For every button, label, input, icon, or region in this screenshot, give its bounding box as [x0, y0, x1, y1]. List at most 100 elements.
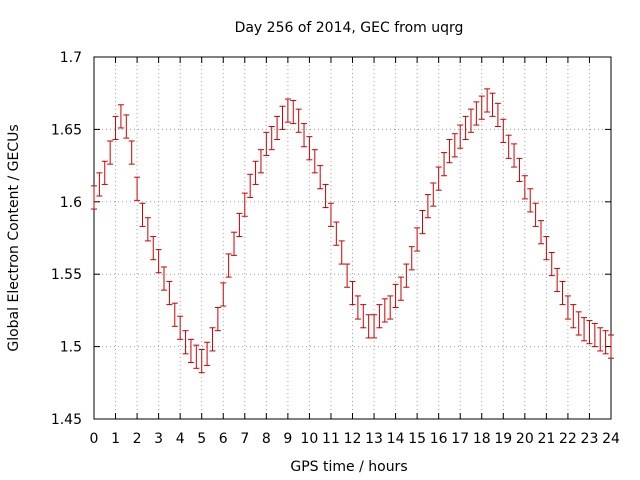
- error-bar-point: [193, 344, 200, 369]
- error-bar-point: [220, 282, 227, 307]
- error-bar-point: [317, 165, 324, 190]
- error-bar-point: [177, 315, 184, 340]
- error-bar-point: [161, 266, 168, 291]
- error-bar-point: [430, 182, 437, 207]
- x-tick-label: 22: [559, 431, 577, 447]
- error-bar-point: [295, 108, 302, 133]
- error-bar-point: [338, 240, 345, 265]
- error-bar-point: [564, 295, 571, 320]
- error-bar-point: [344, 263, 351, 288]
- error-bar-point: [597, 327, 604, 352]
- error-bar-point: [575, 311, 582, 336]
- error-bar-point: [392, 283, 399, 309]
- grid: [94, 57, 611, 419]
- error-bar-point: [403, 263, 410, 288]
- error-bar-point: [484, 88, 491, 113]
- y-tick-label: 1.5: [60, 340, 82, 356]
- error-bar-point: [117, 104, 124, 129]
- x-tick-label: 11: [322, 431, 340, 447]
- x-tick-label: 5: [197, 431, 206, 447]
- error-bar-point: [494, 102, 501, 128]
- error-bar-point: [414, 227, 421, 252]
- error-bar-point: [397, 276, 404, 301]
- x-tick-label: 0: [90, 431, 99, 447]
- error-bar-point: [263, 131, 270, 156]
- x-tick-label: 21: [537, 431, 555, 447]
- error-bar-point: [182, 330, 189, 355]
- axis-ticks: 0 1 2 3 4 5 6 7 8 9 10 11 12 13 14 15 16 17 18 19 20 21 22 23 24…: [51, 50, 620, 447]
- x-tick-label: 4: [176, 431, 185, 447]
- error-bar-point: [139, 202, 146, 227]
- error-bar-point: [268, 126, 275, 151]
- error-bar-point: [204, 341, 211, 366]
- error-bar-point: [231, 231, 238, 256]
- x-tick-label: 7: [240, 431, 249, 447]
- error-bar-point: [554, 267, 561, 293]
- error-bar-point: [608, 334, 614, 359]
- error-bar-point: [446, 139, 453, 164]
- error-bar-point: [198, 348, 205, 374]
- x-tick-label: 12: [344, 431, 362, 447]
- error-bar-point: [376, 304, 383, 329]
- error-bar-point: [516, 157, 523, 183]
- error-bar-point: [155, 249, 162, 274]
- error-bar-point: [112, 115, 119, 141]
- error-bar-point: [91, 185, 97, 210]
- error-bar-point: [327, 202, 334, 227]
- error-bar-point: [387, 295, 394, 320]
- error-bar-point: [301, 123, 308, 148]
- error-bar-point: [134, 176, 141, 201]
- error-bar-point: [166, 280, 173, 306]
- x-tick-label: 19: [494, 431, 512, 447]
- x-tick-label: 1: [111, 431, 120, 447]
- error-bar-point: [144, 217, 151, 242]
- chart-title: Day 256 of 2014, GEC from uqrg: [235, 20, 464, 36]
- error-bar-point: [209, 327, 216, 352]
- y-axis-label: Global Electron Content / GECUs: [6, 124, 22, 351]
- error-bar-point: [322, 183, 329, 209]
- error-bar-point: [602, 330, 609, 355]
- y-tick-label: 1.65: [51, 122, 82, 138]
- error-bar-point: [441, 152, 448, 177]
- error-bar-point: [505, 134, 512, 159]
- error-bar-point: [537, 220, 544, 245]
- error-bar-point: [128, 140, 135, 165]
- x-tick-label: 16: [430, 431, 448, 447]
- error-bar-point: [107, 140, 114, 165]
- error-bar-point: [96, 172, 103, 197]
- x-tick-label: 24: [602, 431, 620, 447]
- error-bar-point: [527, 188, 534, 213]
- x-tick-label: 6: [219, 431, 228, 447]
- x-tick-label: 20: [516, 431, 534, 447]
- error-bar-point: [591, 322, 598, 348]
- y-tick-label: 1.7: [60, 50, 82, 66]
- x-axis-label: GPS time / hours: [290, 459, 407, 475]
- x-tick-label: 23: [581, 431, 599, 447]
- error-bar-point: [570, 304, 577, 329]
- y-tick-label: 1.6: [60, 195, 82, 211]
- error-bar-point: [150, 236, 157, 261]
- x-tick-label: 3: [154, 431, 163, 447]
- error-bar-point: [333, 221, 340, 246]
- error-bar-point: [473, 101, 480, 126]
- x-tick-label: 18: [473, 431, 491, 447]
- error-bar-point: [408, 246, 415, 271]
- error-bar-point: [284, 98, 291, 123]
- error-bar-point: [489, 92, 496, 117]
- error-bar-point: [548, 251, 555, 277]
- error-bar-point: [419, 209, 426, 235]
- error-bar-point: [424, 194, 431, 219]
- error-bar-point: [101, 160, 108, 185]
- x-tick-label: 8: [262, 431, 271, 447]
- error-bar-point: [543, 236, 550, 261]
- data-series: [91, 88, 614, 374]
- error-bar-point: [457, 124, 464, 149]
- error-bar-point: [360, 304, 367, 329]
- error-bar-point: [349, 280, 356, 306]
- error-bar-point: [123, 114, 130, 139]
- error-bar-point: [521, 175, 528, 200]
- error-bar-point: [257, 149, 264, 174]
- x-tick-label: 15: [408, 431, 426, 447]
- error-bar-point: [236, 212, 243, 238]
